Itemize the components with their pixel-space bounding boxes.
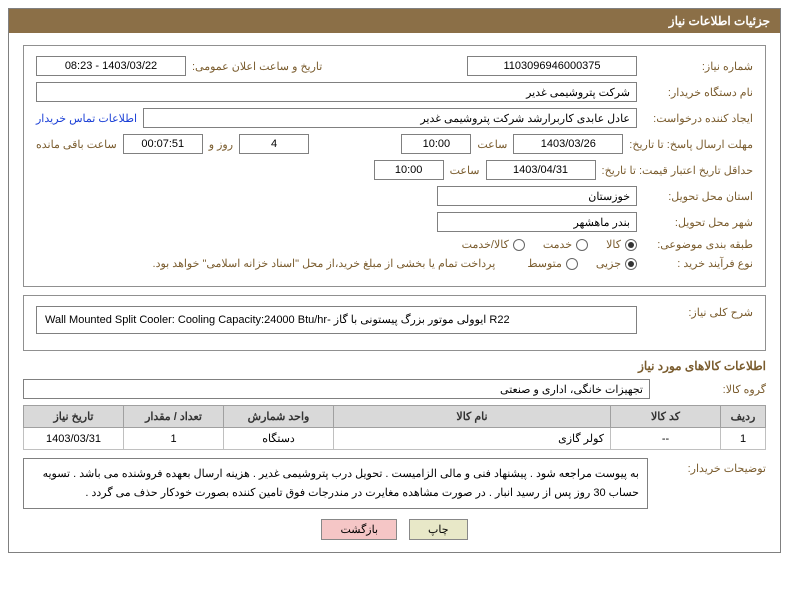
validity-time: 10:00 xyxy=(374,160,444,180)
buyer-org-value: شرکت پتروشیمی غدیر xyxy=(36,82,637,102)
buyer-org-label: نام دستگاه خریدار: xyxy=(643,86,753,99)
province-value: خوزستان xyxy=(437,186,637,206)
process-label: نوع فرآیند خرید : xyxy=(643,257,753,270)
announce-value: 1403/03/22 - 08:23 xyxy=(36,56,186,76)
remaining-label: ساعت باقی مانده xyxy=(36,138,117,151)
city-label: شهر محل تحویل: xyxy=(643,216,753,229)
cell-name: کولر گازی xyxy=(334,428,611,450)
back-button[interactable]: بازگشت xyxy=(321,519,397,540)
days-and: روز و xyxy=(209,138,233,151)
description-box: شرح کلی نیاز: Wall Mounted Split Cooler:… xyxy=(23,295,766,351)
category-radio-group: کالا خدمت کالا/خدمت xyxy=(462,238,637,251)
contact-link[interactable]: اطلاعات تماس خریدار xyxy=(36,112,137,125)
th-row: ردیف xyxy=(721,406,766,428)
payment-note: پرداخت تمام یا بخشی از مبلغ خرید،از محل … xyxy=(153,257,496,270)
cell-row: 1 xyxy=(721,428,766,450)
process-radio-group: جزیی متوسط xyxy=(527,257,637,270)
province-label: استان محل تحویل: xyxy=(643,190,753,203)
th-unit: واحد شمارش xyxy=(224,406,334,428)
requester-value: عادل عابدی کاربرارشد شرکت پتروشیمی غدیر xyxy=(143,108,637,128)
radio-small[interactable]: جزیی xyxy=(596,257,637,270)
cell-unit: دستگاه xyxy=(224,428,334,450)
timer-value: 00:07:51 xyxy=(123,134,203,154)
th-qty: تعداد / مقدار xyxy=(124,406,224,428)
category-label: طبقه بندی موضوعی: xyxy=(643,238,753,251)
desc-text: Wall Mounted Split Cooler: Cooling Capac… xyxy=(36,306,637,334)
main-panel: جزئیات اطلاعات نیاز شماره نیاز: 11030969… xyxy=(8,8,781,553)
panel-title: جزئیات اطلاعات نیاز xyxy=(9,9,780,33)
group-label: گروه کالا: xyxy=(656,383,766,396)
deadline-label: مهلت ارسال پاسخ: تا تاریخ: xyxy=(629,138,753,151)
validity-date: 1403/04/31 xyxy=(486,160,596,180)
buyer-notes-text: به پیوست مراجعه شود . پیشنهاد فنی و مالی… xyxy=(23,458,648,509)
th-date: تاریخ نیاز xyxy=(24,406,124,428)
cell-date: 1403/03/31 xyxy=(24,428,124,450)
deadline-date: 1403/03/26 xyxy=(513,134,623,154)
print-button[interactable]: چاپ xyxy=(409,519,468,540)
time-label-1: ساعت xyxy=(477,138,507,151)
need-number-label: شماره نیاز: xyxy=(643,60,753,73)
table-row: 1 -- کولر گازی دستگاه 1 1403/03/31 xyxy=(24,428,766,450)
group-value: تجهیزات خانگی، اداری و صنعتی xyxy=(23,379,650,399)
cell-qty: 1 xyxy=(124,428,224,450)
buyer-notes-label: توضیحات خریدار: xyxy=(656,458,766,475)
radio-service[interactable]: خدمت xyxy=(543,238,588,251)
time-label-2: ساعت xyxy=(450,164,480,177)
need-number-value: 1103096946000375 xyxy=(467,56,637,76)
items-table: ردیف کد کالا نام کالا واحد شمارش تعداد /… xyxy=(23,405,766,450)
th-code: کد کالا xyxy=(611,406,721,428)
validity-label: حداقل تاریخ اعتبار قیمت: تا تاریخ: xyxy=(602,164,753,177)
cell-code: -- xyxy=(611,428,721,450)
deadline-time: 10:00 xyxy=(401,134,471,154)
info-box: شماره نیاز: 1103096946000375 تاریخ و ساع… xyxy=(23,45,766,287)
radio-medium[interactable]: متوسط xyxy=(527,257,578,270)
desc-title-label: شرح کلی نیاز: xyxy=(643,306,753,319)
th-name: نام کالا xyxy=(334,406,611,428)
city-value: بندر ماهشهر xyxy=(437,212,637,232)
requester-label: ایجاد کننده درخواست: xyxy=(643,112,753,125)
radio-goods[interactable]: کالا xyxy=(606,238,637,251)
days-value: 4 xyxy=(239,134,309,154)
announce-label: تاریخ و ساعت اعلان عمومی: xyxy=(192,60,322,73)
radio-both[interactable]: کالا/خدمت xyxy=(462,238,525,251)
items-section-title: اطلاعات کالاهای مورد نیاز xyxy=(23,359,766,373)
